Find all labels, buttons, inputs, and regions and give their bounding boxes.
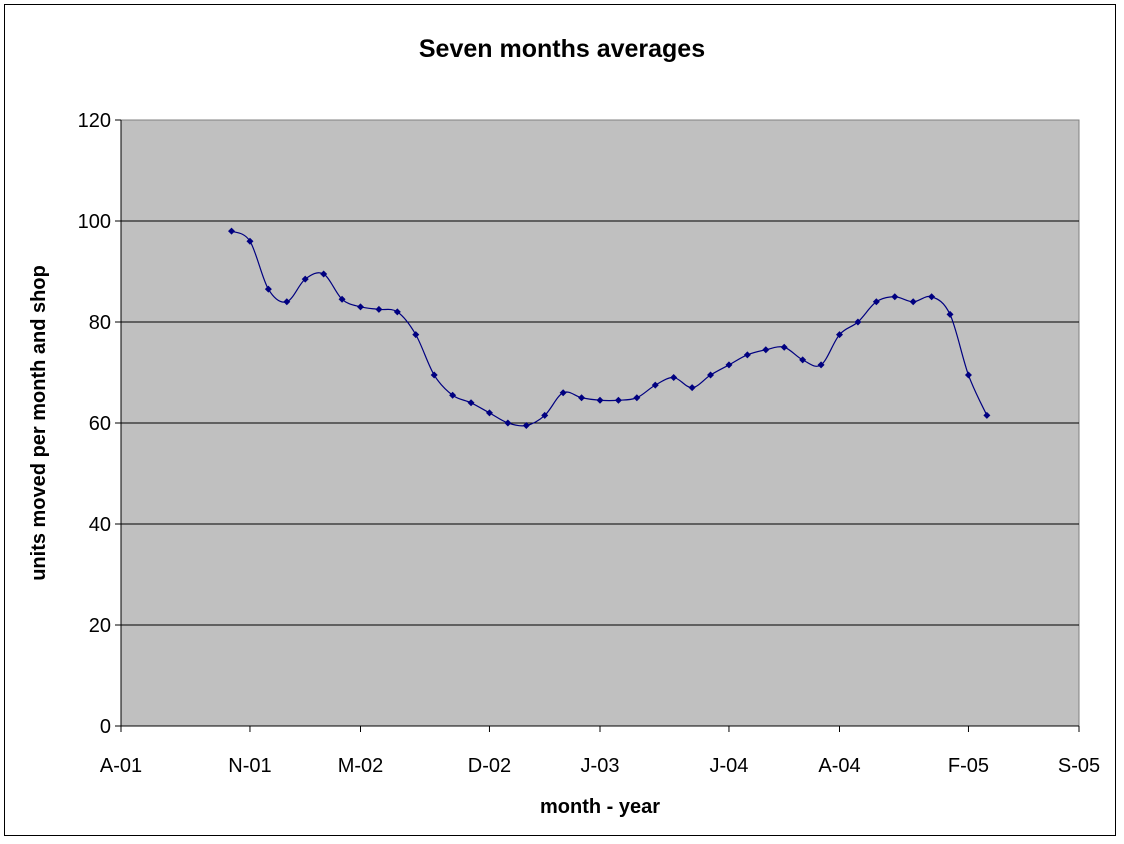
x-axis-title: month - year	[540, 796, 660, 818]
data-point	[357, 303, 364, 311]
data-point	[743, 351, 751, 359]
data-point	[983, 411, 991, 419]
x-tick-label: A-01	[100, 755, 142, 777]
x-tick-label: J-04	[710, 755, 749, 777]
data-point	[707, 371, 715, 379]
data-point	[449, 391, 457, 399]
data-point	[909, 298, 917, 306]
x-tick-label: J-03	[581, 755, 620, 777]
data-point	[762, 346, 770, 354]
data-point	[633, 394, 641, 402]
data-point	[283, 298, 291, 306]
data-point	[541, 411, 549, 419]
data-point	[228, 227, 236, 235]
data-point	[817, 361, 825, 369]
data-point	[393, 308, 401, 316]
data-point	[670, 374, 678, 382]
y-tick-label: 80	[89, 312, 111, 334]
data-point	[872, 298, 880, 306]
chart-title: Seven months averages	[419, 35, 705, 63]
y-axis-title: units moved per month and shop	[28, 265, 50, 581]
series-group	[228, 227, 991, 430]
data-point	[688, 384, 696, 392]
data-point	[614, 396, 622, 404]
data-point	[467, 399, 475, 407]
data-point	[522, 422, 530, 430]
data-point	[485, 409, 493, 417]
data-point	[780, 343, 788, 351]
data-point	[375, 305, 383, 313]
data-point	[264, 285, 272, 293]
data-point	[559, 389, 567, 397]
y-tick-label: 20	[89, 615, 111, 637]
x-tick-label: N-01	[228, 755, 271, 777]
data-point	[412, 331, 420, 339]
data-point	[725, 361, 733, 369]
data-point	[946, 310, 954, 318]
y-tick-label: 40	[89, 514, 111, 536]
data-point	[854, 318, 862, 326]
y-axis: 0 20 40 60 80 100 120	[78, 110, 122, 738]
data-point	[836, 331, 843, 339]
data-point	[504, 419, 512, 427]
data-point	[651, 381, 659, 389]
x-tick-label: D-02	[468, 755, 511, 777]
data-point	[596, 396, 604, 404]
x-tick-label: F-05	[948, 755, 989, 777]
y-tick-label: 60	[89, 413, 111, 435]
x-tick-label: M-02	[338, 755, 384, 777]
data-point	[246, 237, 254, 245]
data-point	[338, 295, 346, 303]
x-axis: A-01 N-01 M-02 D-02 J-03 J-04 A-04 F-05 S-05	[100, 725, 1100, 777]
data-point	[964, 371, 972, 379]
data-point	[578, 394, 586, 402]
chart-frame	[4, 4, 1116, 836]
data-point	[301, 275, 309, 283]
data-point	[928, 293, 936, 301]
data-point	[430, 371, 438, 379]
y-tick-label: 0	[100, 716, 111, 738]
data-point	[799, 356, 807, 364]
x-tick-label: S-05	[1058, 755, 1100, 777]
y-tick-label: 100	[78, 211, 111, 233]
x-tick-label: A-04	[818, 755, 860, 777]
data-point	[891, 293, 899, 301]
gridlines	[121, 220, 1079, 626]
y-tick-label: 120	[78, 110, 111, 132]
data-point	[320, 270, 328, 278]
